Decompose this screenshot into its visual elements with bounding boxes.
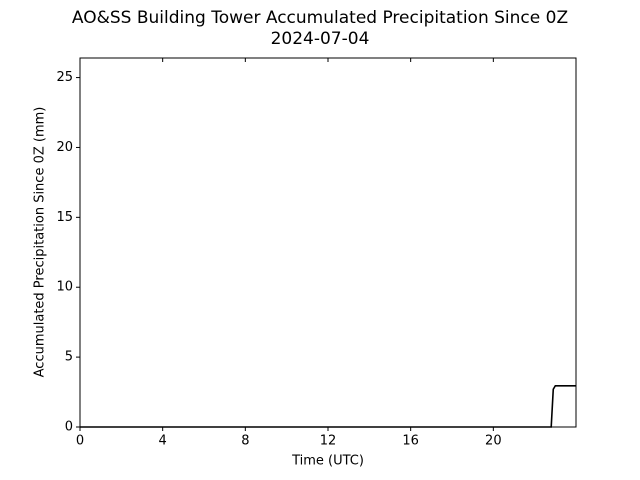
y-axis-label: Accumulated Precipitation Since 0Z (mm) [33,107,48,378]
x-tick-label: 4 [159,434,167,449]
chart-title: AO&SS Building Tower Accumulated Precipi… [72,8,568,28]
x-tick-label: 0 [76,434,84,449]
x-tick-label: 12 [320,434,337,449]
data-line [80,384,576,428]
x-tick-label: 16 [402,434,419,449]
chart-subtitle: 2024-07-04 [271,29,370,49]
y-tick-label: 5 [65,350,73,365]
y-tick-label: 25 [56,70,73,85]
x-tick-label: 20 [485,434,502,449]
y-tick-label: 0 [65,420,73,435]
x-tick-label: 8 [241,434,249,449]
y-tick-label: 10 [56,280,73,295]
y-tick-label: 20 [56,140,73,155]
plot-frame [79,57,577,428]
x-axis-label: Time (UTC) [291,454,364,469]
y-tick-label: 15 [56,210,73,225]
